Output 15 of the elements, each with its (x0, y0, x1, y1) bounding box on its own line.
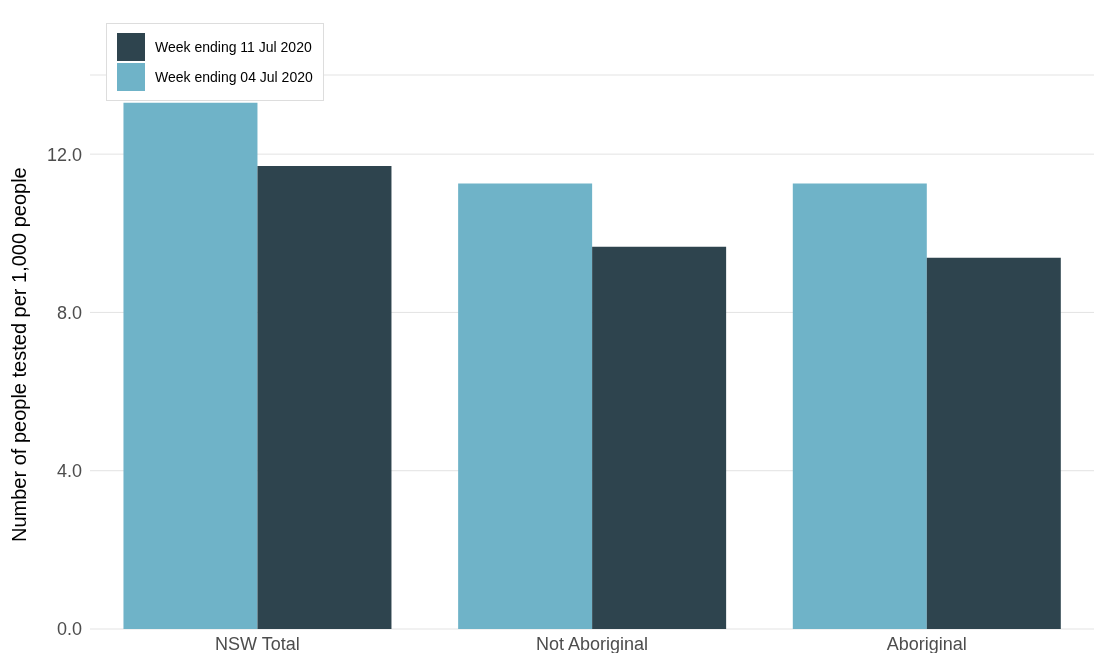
y-tick-label: 0.0 (56, 619, 82, 640)
y-tick-label: 4.0 (56, 461, 82, 482)
x-tick-label: Aboriginal (886, 633, 967, 654)
bar (257, 166, 392, 629)
bar (592, 246, 727, 629)
legend-label: Week ending 04 Jul 2020 (155, 69, 313, 85)
bar (458, 183, 593, 629)
y-axis-title: Number of people tested per 1,000 people (8, 167, 31, 542)
bar (792, 183, 927, 629)
x-tick-label: NSW Total (214, 633, 300, 654)
y-tick-label: 8.0 (56, 302, 82, 323)
x-tick-label: Not Aboriginal (535, 633, 649, 654)
bar (926, 257, 1061, 629)
y-tick-label: 12.0 (46, 144, 82, 165)
legend-label: Week ending 11 Jul 2020 (155, 39, 312, 55)
